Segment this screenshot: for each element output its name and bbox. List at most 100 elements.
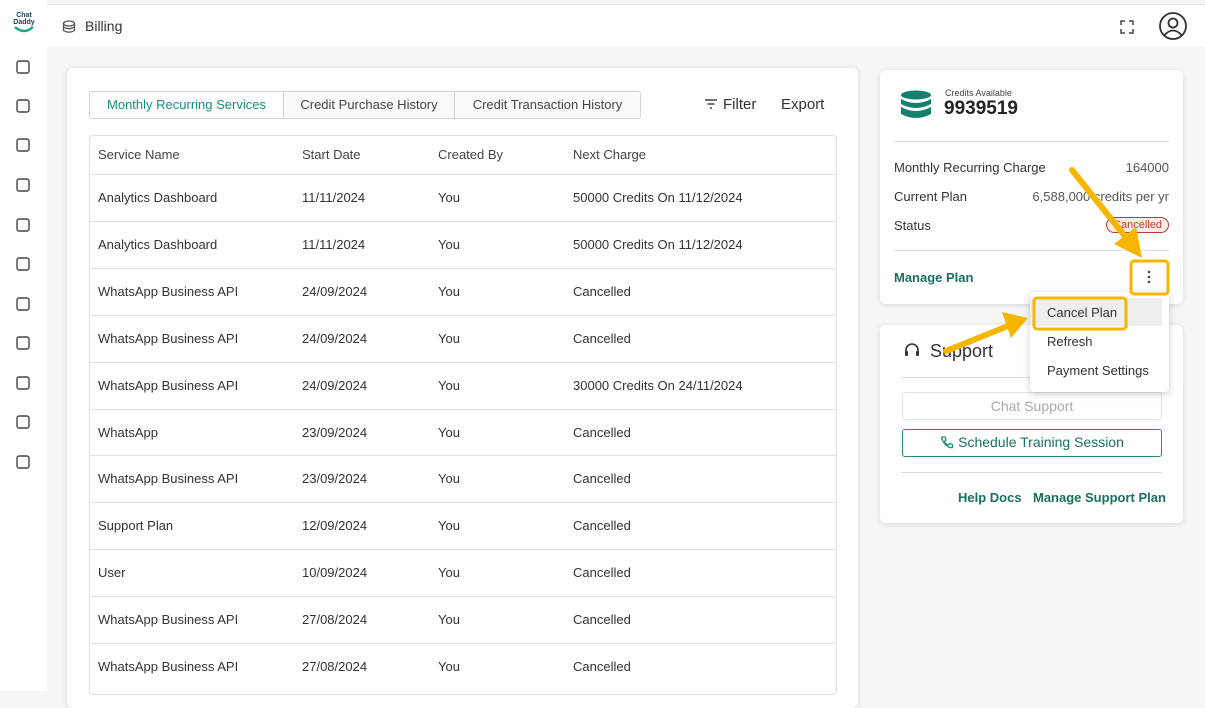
nav-icon[interactable] <box>16 178 30 192</box>
table-cell: You <box>438 659 460 674</box>
nav-icon[interactable] <box>16 415 30 429</box>
help-docs-link[interactable]: Help Docs <box>958 490 1022 505</box>
table-cell: 24/09/2024 <box>302 283 368 299</box>
table-row[interactable]: WhatsApp 23/09/2024 You Cancelled <box>89 408 837 456</box>
table-header: Service Name Start Date Created By Next Cha… <box>89 135 837 175</box>
credits-icon <box>901 90 931 118</box>
column-header: Start Date <box>302 147 361 162</box>
nav-icon[interactable] <box>16 99 30 113</box>
table-row[interactable]: WhatsApp Business API 27/08/2024 You Cancel… <box>89 643 837 690</box>
sidebar-icons <box>16 60 30 469</box>
detail-value: 164000 <box>1125 160 1169 175</box>
table-cell: You <box>438 612 460 628</box>
table-cell: You <box>438 283 460 299</box>
detail-value: 6,588,000 credits per yr <box>1032 189 1169 204</box>
filter-button[interactable]: Filter <box>723 96 757 113</box>
manage-plan-link[interactable]: Manage Plan <box>894 270 974 285</box>
nav-icon[interactable] <box>16 455 30 469</box>
detail-label: Monthly Recurring Charge <box>894 160 1046 175</box>
table-cell: 11/11/2024 <box>302 236 366 252</box>
table-cell: Cancelled <box>573 283 631 299</box>
table-cell: You <box>438 518 460 534</box>
divider <box>901 472 1162 473</box>
nav-icon[interactable] <box>16 138 30 152</box>
table-cell: You <box>438 236 460 252</box>
tab[interactable]: Credit Purchase History <box>283 91 455 119</box>
logo-text: Chat <box>16 12 32 19</box>
table-cell: Cancelled <box>573 471 631 487</box>
table-cell: WhatsApp Business API <box>98 330 239 346</box>
table-cell: 23/09/2024 <box>302 424 368 440</box>
fullscreen-button[interactable] <box>1120 20 1134 34</box>
plan-menu: Cancel Plan Refresh Payment Settings <box>1030 292 1169 392</box>
table-cell: You <box>438 377 460 393</box>
table-row[interactable]: WhatsApp Business API 23/09/2024 You Cancel… <box>89 455 837 502</box>
column-header: Next Charge <box>573 147 646 162</box>
detail-label: Status <box>894 218 931 233</box>
table-row[interactable]: WhatsApp Business API 27/08/2024 You Cancel… <box>89 596 837 643</box>
nav-icon[interactable] <box>16 60 30 74</box>
table-cell: Analytics Dashboard <box>98 190 218 205</box>
detail-label: Current Plan <box>894 189 967 204</box>
menu-item[interactable]: Payment Settings <box>1047 363 1149 378</box>
tab[interactable]: Credit Transaction History <box>454 91 641 119</box>
table-cell: WhatsApp Business API <box>98 471 239 487</box>
kebab-menu-button[interactable] <box>1145 269 1153 285</box>
table-cell: Cancelled <box>573 659 631 674</box>
schedule-training-button[interactable]: Schedule Training Session <box>902 429 1162 457</box>
table-cell: Analytics Dashboard <box>98 236 218 252</box>
button-label: Schedule Training Session <box>958 434 1124 450</box>
table-row[interactable]: WhatsApp Business API 24/09/2024 You Cancel… <box>89 267 837 315</box>
tab[interactable]: Monthly Recurring Services <box>89 91 284 119</box>
table-cell: User <box>98 565 126 581</box>
table-cell: 11/11/2024 <box>302 190 366 205</box>
divider <box>894 141 1169 142</box>
table-cell: 30000 Credits On 24/11/2024 <box>573 377 743 393</box>
table-cell: 50000 Credits On 11/12/2024 <box>573 236 743 252</box>
header: Billing <box>47 4 1205 47</box>
credits-value: 9939519 <box>944 98 1018 119</box>
table-cell: Cancelled <box>573 424 631 440</box>
table-cell: WhatsApp Business API <box>98 377 239 393</box>
support-icon <box>905 343 919 356</box>
credits-label: Credits Available <box>945 88 1012 98</box>
nav-icon[interactable] <box>16 297 30 311</box>
divider <box>894 250 1169 251</box>
menu-item[interactable]: Cancel Plan <box>1047 305 1118 320</box>
table-row[interactable]: WhatsApp Business API 24/09/2024 You Cancel… <box>89 314 837 362</box>
table-row[interactable]: Support Plan 12/09/2024 You Cancelled <box>89 502 837 549</box>
table-cell: 24/09/2024 <box>302 330 368 346</box>
manage-support-link[interactable]: Manage Support Plan <box>1033 490 1166 505</box>
logo-text: Daddy <box>13 19 35 26</box>
table-row[interactable]: User 10/09/2024 You Cancelled <box>89 549 837 596</box>
table-cell: Cancelled <box>573 565 631 581</box>
table-cell: 12/09/2024 <box>302 518 368 534</box>
phone-icon <box>940 436 954 449</box>
nav-icon[interactable] <box>16 218 30 232</box>
table-row[interactable]: Analytics Dashboard 11/11/2024 You 50000 Cr… <box>89 220 837 268</box>
table-row[interactable]: WhatsApp Business API 24/09/2024 You 30000 … <box>89 361 837 409</box>
table-cell: WhatsApp Business API <box>98 612 239 628</box>
button-label: Chat Support <box>990 398 1074 414</box>
support-title: Support <box>930 341 994 361</box>
nav-icon[interactable] <box>16 257 30 271</box>
table-cell: 50000 Credits On 11/12/2024 <box>573 190 743 205</box>
nav-icon[interactable] <box>16 376 30 390</box>
nav-icon[interactable] <box>16 336 30 350</box>
billing-screen: Chat Daddy Billing Monthly Recurring Ser… <box>10 4 1205 695</box>
logo-smile <box>14 26 34 33</box>
table-cell: Cancelled <box>573 518 631 534</box>
logo[interactable]: Chat Daddy <box>10 12 38 36</box>
chat-support-button[interactable]: Chat Support <box>902 392 1162 420</box>
table-cell: You <box>438 565 460 581</box>
table-cell: Support Plan <box>98 518 174 534</box>
table-cell: 23/09/2024 <box>302 471 368 487</box>
table-row[interactable]: Analytics Dashboard 11/11/2024 You 50000 Cr… <box>89 174 837 221</box>
menu-item[interactable]: Refresh <box>1047 334 1093 349</box>
user-avatar[interactable] <box>1158 11 1188 41</box>
table-cell: You <box>438 424 460 440</box>
column-header: Created By <box>438 147 504 162</box>
export-button[interactable]: Export <box>781 96 825 113</box>
credits-card: Credits Available 9939519 Monthly Recurr… <box>880 70 1183 304</box>
table-cell: 27/08/2024 <box>302 659 368 674</box>
